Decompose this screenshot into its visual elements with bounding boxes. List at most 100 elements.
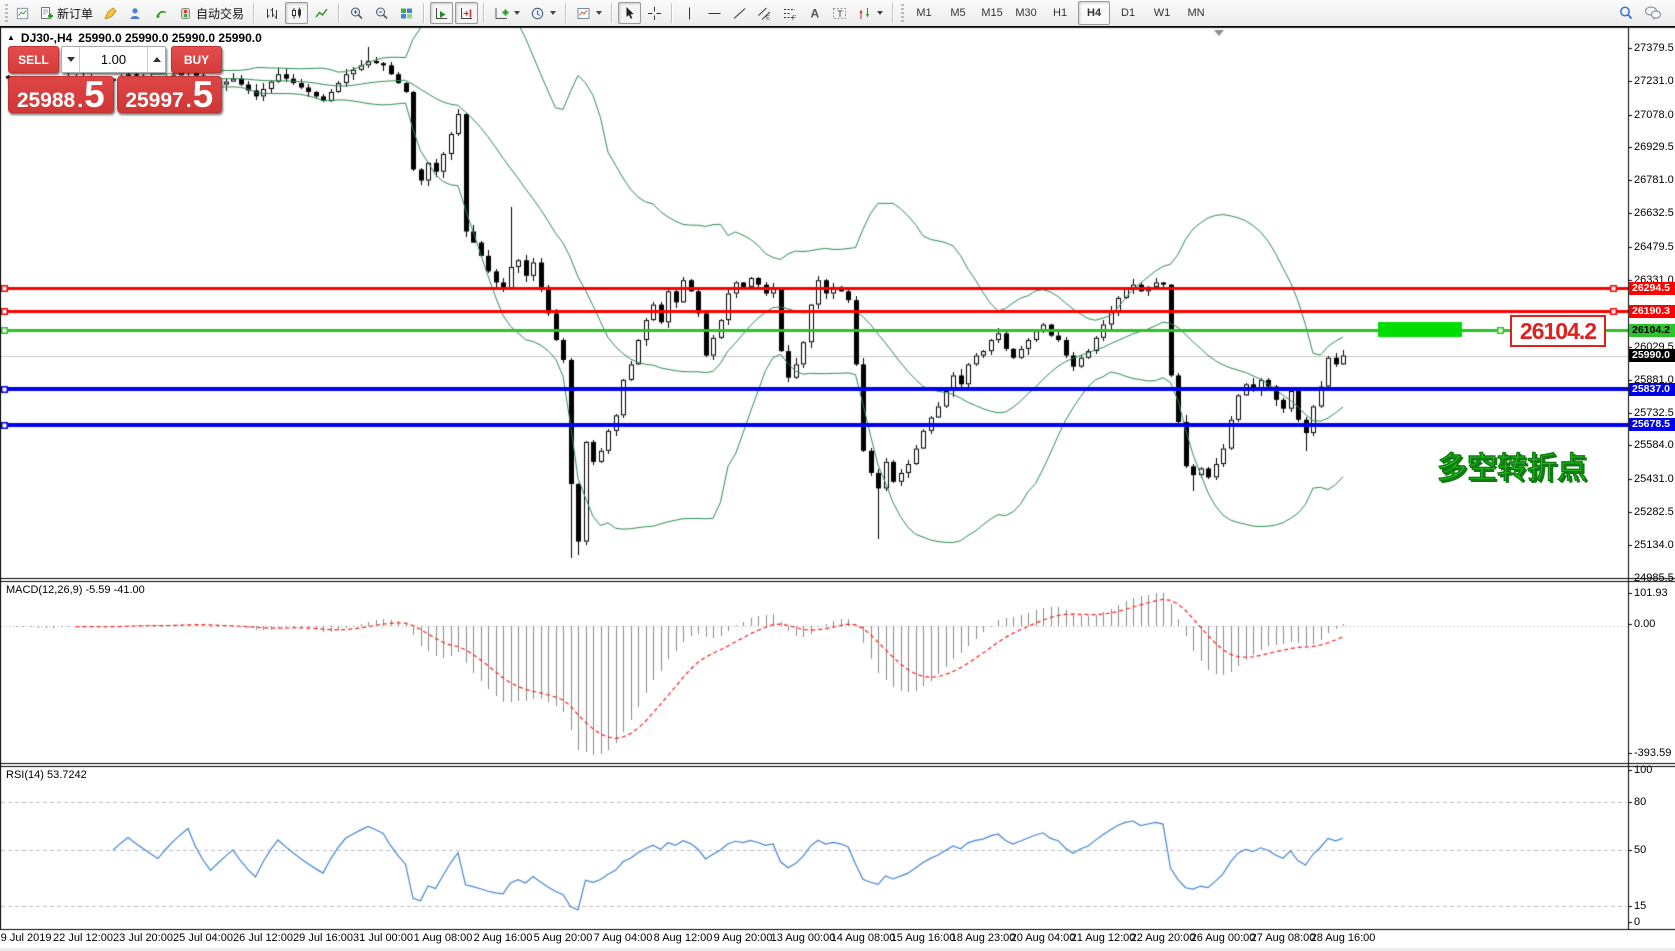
chart-ohlc-values: 25990.0 25990.0 25990.0 25990.0 — [78, 31, 262, 45]
price-tick-label: 26781.0 — [1634, 174, 1674, 187]
zoom-out-button[interactable] — [370, 2, 393, 24]
arrows-icon — [859, 7, 870, 19]
templates-button[interactable] — [572, 2, 606, 24]
toolbar-separator — [483, 3, 486, 23]
sell-price-pip: 5 — [84, 76, 105, 113]
collapse-triangle-icon[interactable]: ▲ — [7, 33, 15, 42]
auto-trading-label: 自动交易 — [196, 6, 245, 21]
rsi-axis-label: 15 — [1634, 900, 1647, 912]
toolbar: 新订单 自动交易 E F A T M1 M5 M15 M30 H1 H4 D1 W1 MN — [0, 0, 1675, 27]
auto-scroll-button[interactable] — [430, 2, 454, 24]
buy-price-main: 25997 — [125, 89, 184, 112]
price-badge: 26190.3 — [1629, 304, 1675, 318]
time-axis-label: 27 Aug 08:00 — [1250, 932, 1316, 944]
time-axis-label: 29 Jul 16:00 — [293, 932, 353, 944]
timeframe-button-M30[interactable]: M30 — [1015, 7, 1037, 19]
zoom-in-button[interactable] — [345, 2, 368, 24]
auto-trading-button[interactable]: 自动交易 — [174, 2, 248, 24]
chart-shift-button[interactable] — [455, 2, 479, 24]
vertical-line-icon — [689, 7, 691, 19]
periods-button[interactable] — [526, 2, 560, 24]
templates-icon — [577, 7, 590, 19]
price-tick-label: 25134.0 — [1634, 539, 1674, 552]
time-axis-label: 21 Aug 12:00 — [1070, 932, 1136, 944]
chat-button[interactable] — [1640, 2, 1666, 24]
vertical-line-button[interactable] — [678, 2, 701, 24]
window-icon[interactable] — [12, 2, 33, 24]
text-icon: A — [811, 6, 820, 20]
mql-community-icon — [130, 7, 140, 19]
timeframe-button-MN[interactable]: MN — [1187, 7, 1205, 19]
trendline-button[interactable] — [728, 2, 751, 24]
auto-scroll-icon — [436, 7, 448, 19]
tile-windows-button[interactable] — [395, 2, 418, 24]
time-axis-label: 20 Aug 04:00 — [1010, 932, 1076, 944]
tile-windows-icon — [401, 8, 413, 18]
timeframe-button-D1[interactable]: D1 — [1121, 7, 1136, 19]
svg-text:T: T — [837, 9, 843, 19]
equidistant-channel-button[interactable]: E — [753, 2, 776, 24]
toolbar-grip[interactable] — [5, 4, 8, 22]
price-alert-label[interactable]: 26104.2 — [1510, 315, 1606, 347]
timeframe-button-M1[interactable]: M1 — [916, 7, 932, 19]
volume-input[interactable] — [80, 47, 147, 72]
price-tick-label: 26929.5 — [1634, 141, 1674, 154]
bar-chart-button[interactable] — [260, 2, 283, 24]
fibonacci-icon: F — [784, 8, 796, 21]
equidistant-channel-icon: E — [758, 7, 771, 21]
time-axis-label: 9 Aug 20:00 — [713, 932, 773, 944]
time-axis-label: 25 Jul 04:00 — [173, 932, 233, 944]
svg-text:A: A — [811, 6, 820, 20]
volume-decrease-button[interactable] — [62, 47, 80, 72]
rsi-axis-label: 100 — [1634, 764, 1653, 776]
timeframe-button-M5[interactable]: M5 — [950, 7, 966, 19]
arrows-button[interactable] — [853, 2, 887, 24]
bar-chart-icon — [267, 7, 278, 19]
price-tick-label: 27078.0 — [1634, 108, 1674, 121]
timeframe-button-W1[interactable]: W1 — [1153, 7, 1171, 19]
signals-button[interactable] — [149, 2, 172, 24]
search-button[interactable] — [1614, 2, 1638, 24]
cursor-icon — [626, 6, 634, 19]
timeframe-button-H4[interactable]: H4 — [1078, 1, 1111, 25]
text-label-button[interactable]: T — [828, 2, 851, 24]
volume-increase-button[interactable] — [147, 47, 165, 72]
rsi-indicator-label: RSI(14) 53.7242 — [6, 769, 87, 781]
dropdown-caret — [596, 11, 603, 15]
horizontal-line-button[interactable] — [703, 2, 726, 24]
time-axis-label: 31 Jul 00:00 — [353, 932, 413, 944]
sell-button[interactable]: SELL — [8, 46, 59, 73]
dropdown-caret — [514, 11, 521, 15]
buy-button[interactable]: BUY — [171, 46, 222, 73]
timeframe-button-H1[interactable]: H1 — [1053, 7, 1068, 19]
candlestick-chart-button[interactable] — [285, 2, 309, 24]
fibonacci-button[interactable]: F — [778, 2, 801, 24]
toolbar-separator — [892, 3, 895, 23]
dropdown-caret — [550, 11, 557, 15]
insert-indicator-button[interactable] — [490, 2, 524, 24]
toolbar-separator — [611, 3, 614, 23]
text-button[interactable]: A — [803, 2, 826, 24]
line-chart-button[interactable] — [310, 2, 333, 24]
timeframe-button-M15[interactable]: M15 — [981, 7, 1003, 19]
toolbar-separator — [338, 3, 341, 23]
mql-community-button[interactable] — [124, 2, 147, 24]
sell-price-box[interactable]: 25988. 5 — [8, 76, 114, 113]
highlighter-button[interactable] — [99, 2, 122, 24]
chart-title: ▲ DJ30-,H4 25990.0 25990.0 25990.0 25990… — [7, 31, 262, 45]
time-axis-label: 2 Aug 16:00 — [473, 932, 533, 944]
time-axis-label: 22 Jul 12:00 — [53, 932, 113, 944]
new-order-button[interactable]: 新订单 — [35, 2, 97, 24]
buy-price-box[interactable]: 25997. 5 — [116, 76, 222, 113]
price-badge: 25837.0 — [1629, 382, 1675, 396]
search-icon — [1620, 6, 1633, 20]
crosshair-icon — [648, 6, 662, 20]
price-badge: 26294.5 — [1629, 281, 1675, 295]
crosshair-button[interactable] — [643, 2, 666, 24]
cursor-button[interactable] — [618, 2, 642, 24]
buy-price-pip: 5 — [192, 76, 214, 113]
new-order-icon — [41, 6, 53, 19]
toolbar-grip[interactable] — [901, 4, 905, 22]
